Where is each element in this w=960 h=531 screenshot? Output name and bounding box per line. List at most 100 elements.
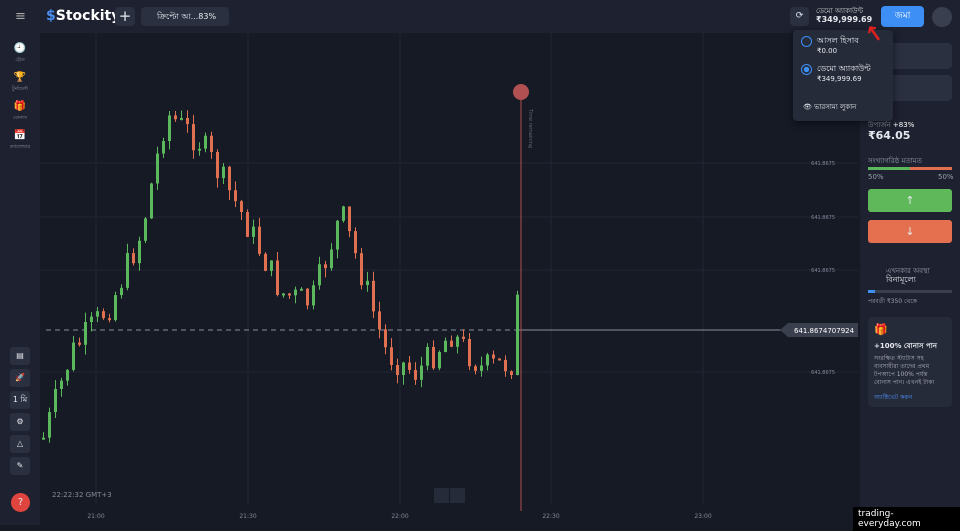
- candle: [42, 437, 45, 440]
- candle: [60, 380, 63, 389]
- candle: [372, 280, 375, 312]
- candle: [144, 218, 147, 241]
- candle: [72, 342, 75, 370]
- time-remaining: Time remaining: [527, 108, 533, 148]
- candle: [210, 135, 213, 152]
- candle: [246, 212, 249, 237]
- radio[interactable]: [801, 36, 812, 47]
- y-label: 641.8675: [811, 268, 835, 274]
- candle: [432, 346, 435, 369]
- candle: [66, 369, 69, 381]
- candle: [444, 340, 447, 353]
- candle: [282, 293, 285, 296]
- x-label: 23:00: [694, 513, 711, 520]
- candle: [354, 231, 357, 254]
- candle: [54, 388, 57, 413]
- status-bar: [868, 290, 952, 293]
- account-balance: ₹349,999.69: [817, 75, 862, 83]
- candle: [516, 294, 519, 376]
- tool-button[interactable]: ⚙: [10, 413, 30, 431]
- bonus-card: 🎁 +100% বোনাস পান সংরক্ষিত স্ট্যাটাস সহ …: [868, 317, 952, 407]
- logo[interactable]: $Stockity: [46, 8, 121, 24]
- candle: [222, 166, 225, 179]
- tool-button[interactable]: 1 মি: [10, 391, 30, 409]
- deposit-button[interactable]: জমা: [881, 6, 924, 27]
- avatar[interactable]: [932, 7, 952, 27]
- zoom-out[interactable]: [434, 488, 449, 503]
- candle: [216, 151, 219, 179]
- watermark: trading-everyday.com: [853, 507, 960, 531]
- account-name[interactable]: আসল হিসাব: [817, 36, 859, 45]
- candle: [240, 201, 243, 213]
- menu-icon[interactable]: ≡: [15, 9, 26, 24]
- nav-icon[interactable]: 🎁: [13, 101, 27, 112]
- account-balance: ₹0.00: [817, 47, 838, 55]
- account-dropdown: আসল হিসাব ₹0.00 ডেমো অ্যাকাউন্ট ₹349,999…: [793, 30, 893, 121]
- candle: [300, 288, 303, 291]
- candle: [90, 316, 93, 323]
- candle: [102, 311, 105, 319]
- nav-label[interactable]: বোনাস: [13, 115, 27, 121]
- payout-label: উপার্জন: [868, 121, 891, 129]
- chart: 21:00 21:30 22:00 22:30 23:00 641.8675 641.867…: [40, 33, 858, 520]
- payout-pct: +83%: [892, 121, 915, 129]
- account-type[interactable]: ডেমো অ্যাকাউন্ট: [816, 7, 863, 15]
- candle: [252, 226, 255, 237]
- support-button[interactable]: ?: [11, 493, 30, 512]
- radio[interactable]: [801, 64, 812, 75]
- candle: [438, 352, 441, 369]
- candle: [120, 287, 123, 296]
- candle: [336, 220, 339, 250]
- sentiment-label: সংখ্যাগরিষ্ঠ মতামত: [868, 157, 922, 165]
- sentiment-bar: [868, 167, 952, 170]
- candle: [426, 346, 429, 366]
- nav-label[interactable]: টুর্নামেন্ট: [12, 86, 28, 92]
- down-button[interactable]: ↓: [868, 220, 952, 243]
- tool-button[interactable]: 🚀: [10, 369, 30, 387]
- candle: [408, 362, 411, 370]
- logo-text: Stockity: [55, 8, 121, 24]
- candle: [192, 124, 195, 151]
- nav-icon[interactable]: 🕘: [13, 43, 27, 54]
- account-name[interactable]: ডেমো অ্যাকাউন্ট: [817, 64, 871, 73]
- candle: [138, 240, 141, 264]
- x-label: 21:00: [87, 513, 104, 520]
- balance[interactable]: ₹349,999.69: [816, 15, 873, 24]
- candle: [276, 260, 279, 295]
- y-label: 641.8675: [811, 215, 835, 221]
- candle: [108, 318, 111, 321]
- nav-label[interactable]: ট্রেড: [15, 57, 25, 63]
- candle: [480, 365, 483, 371]
- top-bar: ≡ $Stockity + ক্রিপ্টো আ...83% ⟳ ডেমো অ্…: [0, 0, 960, 33]
- candle: [264, 253, 267, 271]
- candle: [174, 115, 177, 120]
- nav-label[interactable]: ক্যালেন্ডার: [9, 144, 31, 150]
- price-label: 641.8674707924: [794, 327, 855, 335]
- candle: [150, 183, 153, 219]
- payout: ₹64.05: [868, 129, 911, 142]
- zoom-in[interactable]: [450, 488, 465, 503]
- bonus-text: সংরক্ষিত স্ট্যাটাস সহ ব্যবসায়ীরা তাদের …: [874, 355, 935, 386]
- x-label: 21:30: [239, 513, 256, 520]
- candle: [312, 285, 315, 306]
- hide-balance[interactable]: 👁 ভারসাম্য লুকান: [803, 103, 857, 111]
- sentiment-left: 50%: [868, 173, 884, 181]
- nav-icon[interactable]: 🏆: [13, 72, 27, 83]
- candle: [384, 329, 387, 348]
- tool-button[interactable]: ▤: [10, 347, 30, 365]
- up-button[interactable]: ↑: [868, 189, 952, 212]
- tool-button[interactable]: ✎: [10, 457, 30, 475]
- candle: [228, 166, 231, 191]
- add-asset[interactable]: +: [115, 7, 135, 26]
- candle: [324, 264, 327, 269]
- candle: [204, 135, 207, 149]
- nav-icon[interactable]: 📅: [13, 130, 27, 141]
- candle: [78, 342, 81, 345]
- candle: [270, 260, 273, 271]
- bonus-link[interactable]: অ্যাক্টিভেট করুন: [874, 394, 913, 401]
- refresh[interactable]: ⟳: [790, 7, 809, 26]
- tool-button[interactable]: △: [10, 435, 30, 453]
- candle: [162, 141, 165, 154]
- asset-tab[interactable]: ক্রিপ্টো আ...83%: [141, 7, 229, 26]
